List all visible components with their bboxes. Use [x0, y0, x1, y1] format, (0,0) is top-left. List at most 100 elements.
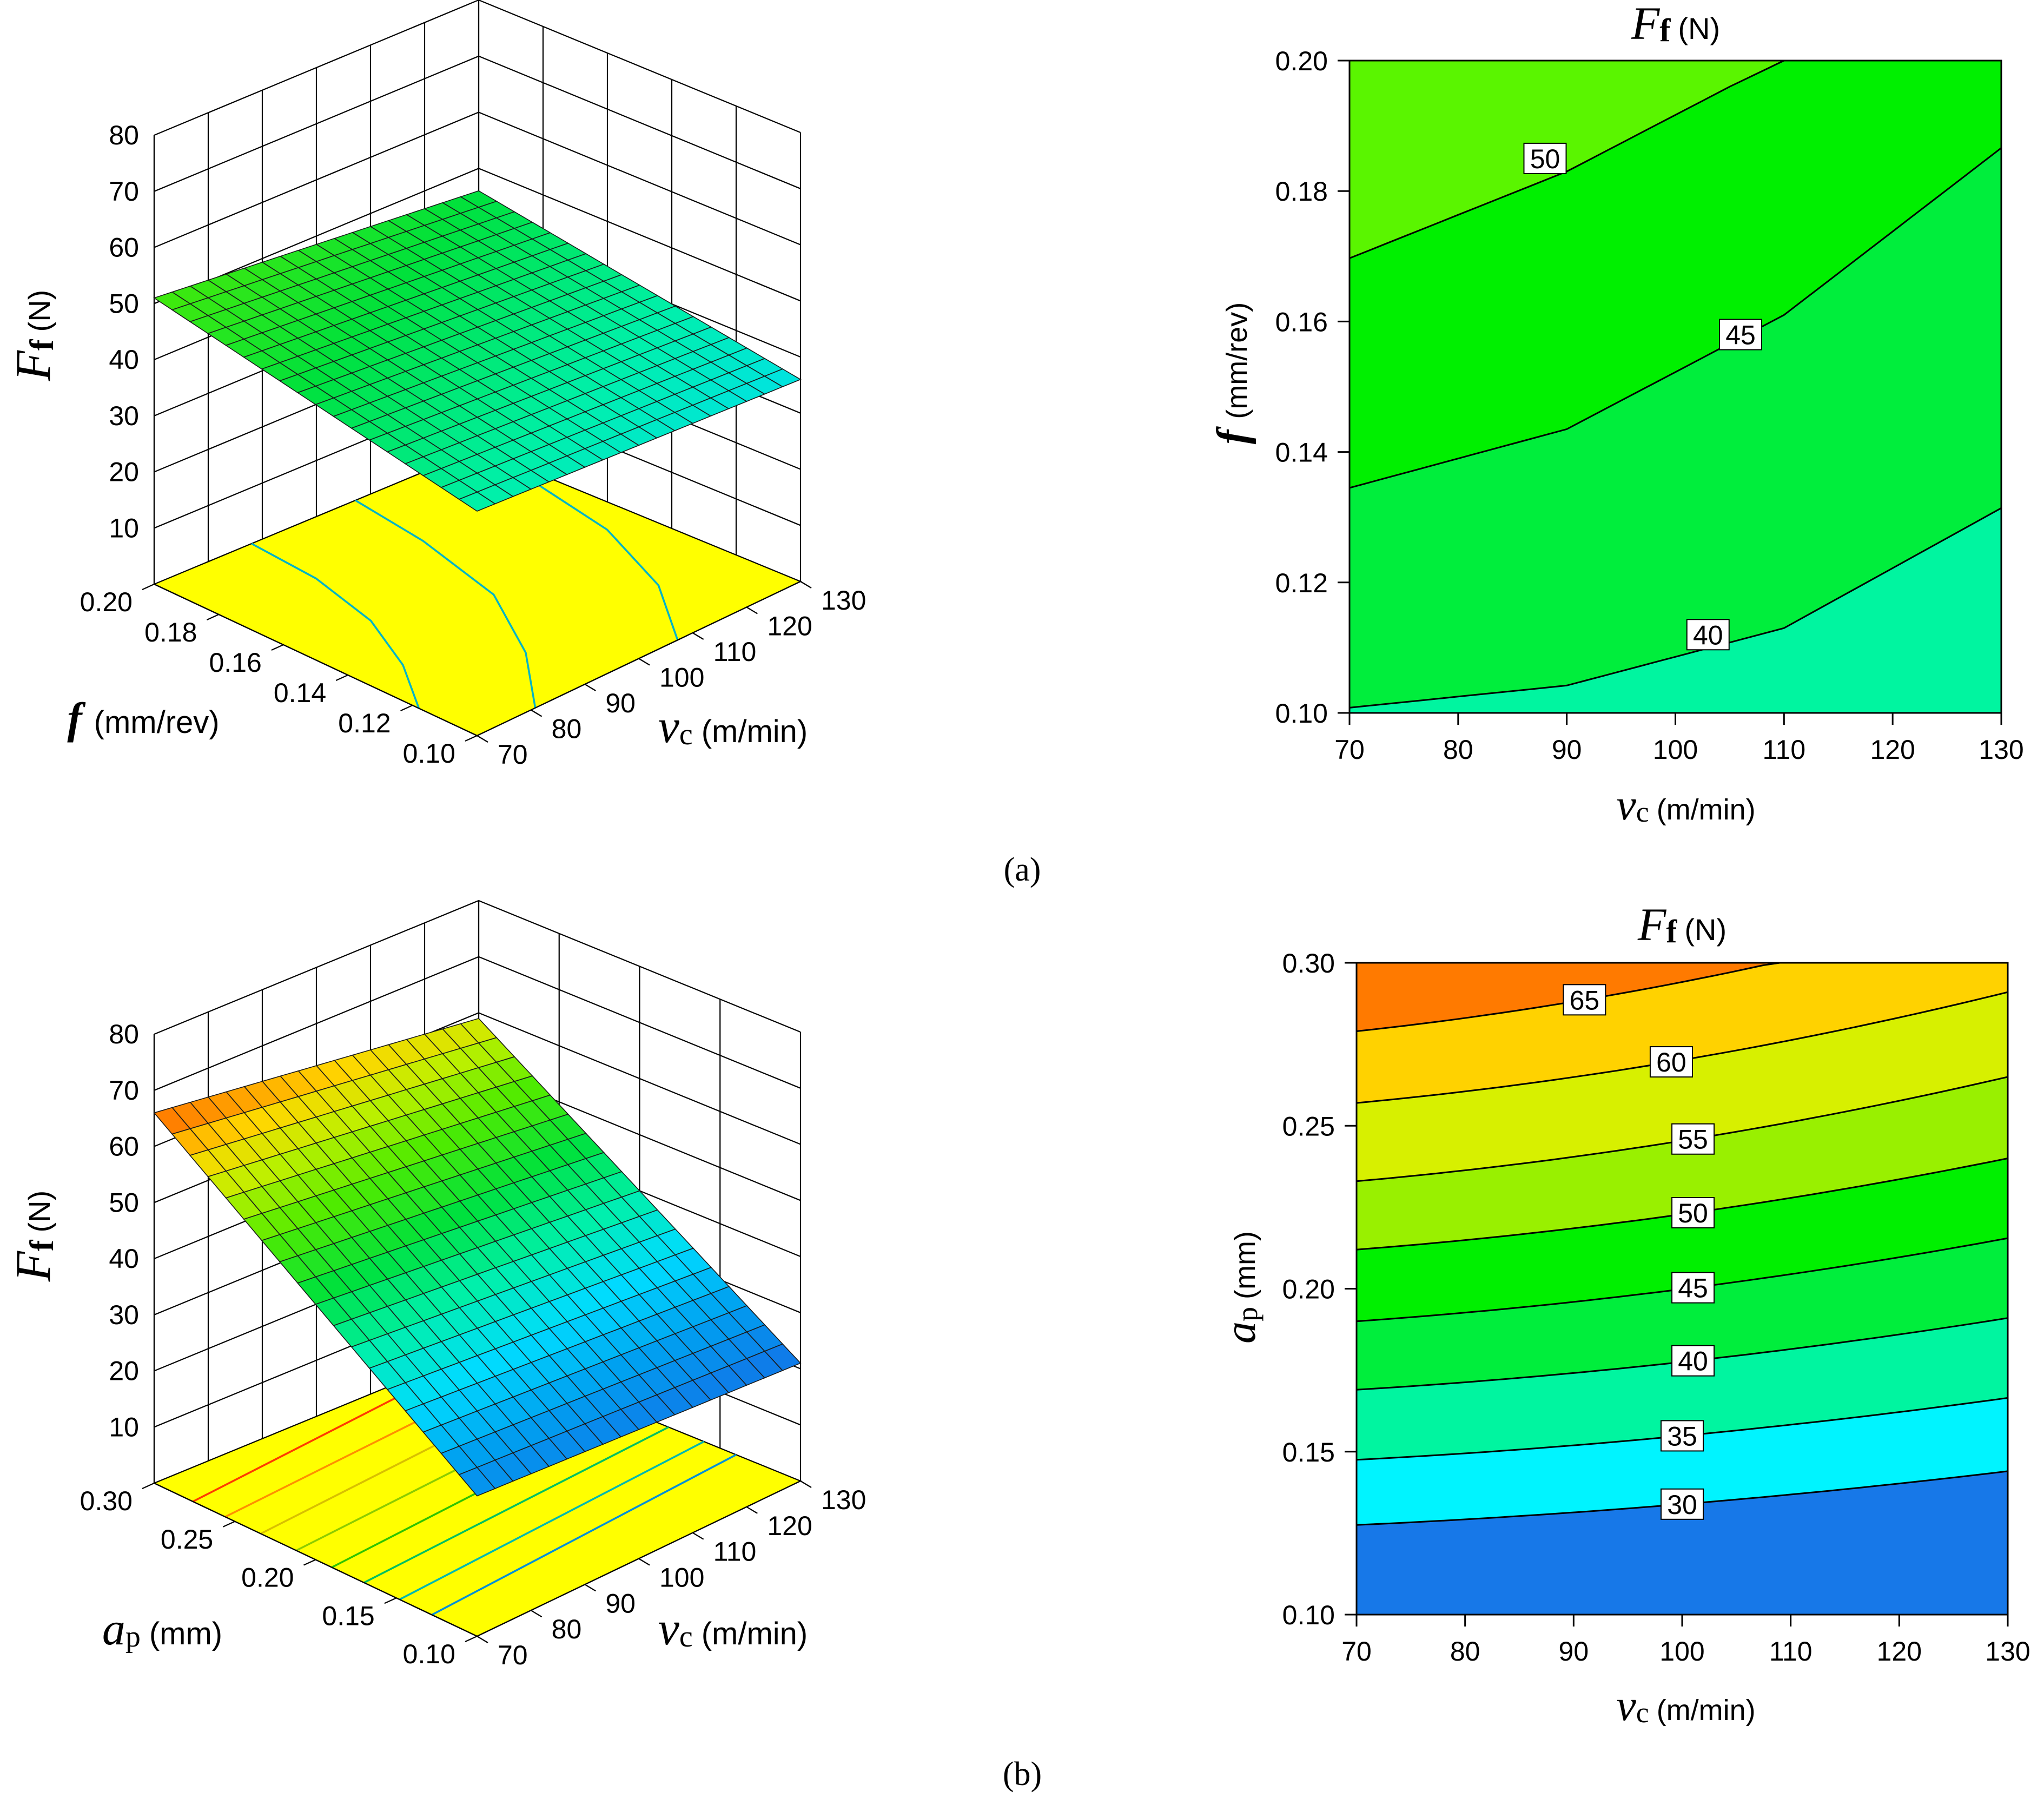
floor-contour-line — [431, 1453, 737, 1616]
x-tick-label: 120 — [1877, 1636, 1922, 1667]
z-label-unit: (N) — [22, 1191, 56, 1233]
z-tick-label: 20 — [109, 457, 139, 487]
panel-a-contour-lines — [1349, 59, 2002, 709]
y-tick-mark — [206, 613, 219, 621]
panel-a-3d-surface-plot: 10 20 30 40 50 60 70 80 0.10 0.12 0.14 0.16 0.18 0.20… — [5, 0, 866, 770]
x-tick-mark — [800, 1480, 812, 1488]
contour-level-label: 50 — [1678, 1198, 1708, 1228]
x-tick-mark — [692, 632, 704, 640]
panel-b-3d-surface-plot: 10 20 30 40 50 60 70 80 0.10 0.15 0.20 0.25 0.30 70 80… — [5, 900, 866, 1670]
z-tick-label: 50 — [109, 288, 139, 319]
y-label-sub: p — [1231, 1307, 1264, 1321]
floor-contour-line — [363, 1426, 669, 1584]
svg-text:f(mm/rev): f (mm/rev) — [1209, 302, 1256, 445]
contour-level-label: 45 — [1725, 320, 1756, 351]
y-tick-label: 0.30 — [1282, 948, 1335, 978]
x-label-unit: (m/min) — [702, 714, 808, 749]
contour-label-box — [1563, 984, 1606, 1016]
x-tick-label: 120 — [1870, 735, 1915, 765]
x-tick-label: 110 — [1762, 735, 1805, 765]
contour-level-label: 40 — [1678, 1346, 1708, 1377]
y-tick-label: 0.20 — [241, 1563, 294, 1593]
x-label-sym: v — [1616, 1681, 1636, 1730]
y-tick-label: 0.18 — [1275, 176, 1328, 207]
x-label-sub: c — [1636, 1696, 1649, 1729]
contour-line — [1349, 59, 1784, 259]
floor-contour-line — [251, 543, 420, 709]
x-tick-mark — [800, 581, 812, 589]
y-tick-label: 0.20 — [1275, 46, 1328, 76]
x-label-sym: v — [658, 700, 680, 753]
y-tick-label: 0.14 — [274, 678, 326, 708]
contour-label-box — [1523, 142, 1567, 174]
surface-cell — [458, 491, 496, 512]
z-tick-label: 20 — [109, 1356, 139, 1386]
panel-a-contour-axes: 70 80 90 100 110 120 130 0.10 0.12 0.14 0.16 0.18 0.… — [1275, 46, 2024, 765]
y-label-sub: p — [125, 1620, 141, 1654]
svg-text:Ff(N): Ff (N) — [5, 1191, 61, 1282]
x-tick-label: 120 — [767, 1511, 812, 1541]
y-tick-mark — [303, 1559, 316, 1566]
panel-a-x-axis-label: vc (m/min) — [658, 700, 808, 753]
x-tick-label: 130 — [821, 1485, 866, 1515]
y-tick-mark — [142, 1482, 155, 1490]
y-label-unit: (mm) — [149, 1616, 222, 1651]
contour-level-label: 65 — [1570, 985, 1600, 1015]
y-tick-label: 0.12 — [338, 708, 391, 738]
panel-b-contour-title: Ff (N) — [1637, 898, 1727, 950]
panel-a-y-axis-label: f (mm/rev) — [67, 693, 219, 743]
z-tick-label: 30 — [109, 1300, 139, 1330]
x-tick-mark — [531, 709, 543, 717]
z-tick-label: 40 — [109, 345, 139, 375]
contour-label-box — [1719, 319, 1762, 351]
x-tick-mark — [638, 1558, 650, 1566]
contour-label-box — [1671, 1123, 1715, 1155]
z-label-sub: f — [24, 339, 61, 351]
y-label-unit: (mm/rev) — [1221, 302, 1253, 419]
y-tick-mark — [271, 644, 284, 651]
z-tick-label: 80 — [109, 1019, 139, 1049]
surface-cell — [458, 1466, 496, 1497]
x-tick-label: 80 — [1443, 735, 1473, 765]
y-tick-mark — [384, 1597, 397, 1604]
svg-text:ap(mm): ap (mm) — [1215, 1231, 1265, 1344]
panel-a-contour-y-label: f (mm/rev) — [1209, 302, 1256, 445]
x-tick-mark — [477, 735, 488, 743]
z-tick-label: 70 — [109, 176, 139, 207]
x-tick-mark — [584, 1584, 596, 1592]
y-label-unit: (mm) — [1229, 1231, 1261, 1299]
y-tick-mark — [400, 704, 413, 712]
panel-b-contour-x-label: vc (m/min) — [1616, 1681, 1755, 1730]
panel-a-3d-surface-mesh — [153, 190, 802, 512]
panel-a-contour-title: Ff (N) — [1631, 0, 1720, 49]
x-tick-mark — [584, 684, 596, 691]
x-tick-mark — [746, 606, 758, 614]
contour-level-label: 60 — [1656, 1047, 1686, 1077]
x-tick-mark — [477, 1636, 488, 1643]
y-tick-label: 0.16 — [209, 647, 261, 678]
panel-b-3d-surface-mesh — [153, 1017, 802, 1497]
z-label-sub: f — [24, 1239, 61, 1251]
y-tick-mark — [222, 1520, 235, 1528]
z-tick-label: 50 — [109, 1187, 139, 1218]
x-tick-label: 90 — [605, 1588, 636, 1618]
contour-level-label: 55 — [1678, 1125, 1708, 1155]
panel-b-contour-plot: 70 80 90 100 110 120 130 0.10 0.15 0.20 0.25 0.30 3… — [1215, 898, 2030, 1730]
z-label-unit: (N) — [22, 290, 56, 332]
x-tick-label: 70 — [1334, 735, 1365, 765]
z-tick-label: 30 — [109, 401, 139, 431]
contour-label-box — [1661, 1420, 1704, 1452]
contour-label-box — [1649, 1046, 1693, 1078]
panel-a-label: (a) — [1004, 851, 1041, 888]
y-tick-label: 0.25 — [161, 1524, 213, 1555]
panel-b-z-axis-label: Ff (N) — [5, 1191, 61, 1282]
y-label-sym: f — [67, 693, 86, 743]
panel-a-contour-plot: 70 80 90 100 110 120 130 0.10 0.12 0.14 0.16 0.18 0.… — [1209, 0, 2024, 829]
y-tick-label: 0.15 — [1282, 1437, 1335, 1467]
z-label-main: F — [5, 350, 61, 381]
x-tick-label: 90 — [605, 688, 636, 718]
x-tick-mark — [692, 1532, 704, 1540]
y-tick-label: 0.30 — [80, 1486, 133, 1516]
x-tick-label: 100 — [1653, 735, 1698, 765]
